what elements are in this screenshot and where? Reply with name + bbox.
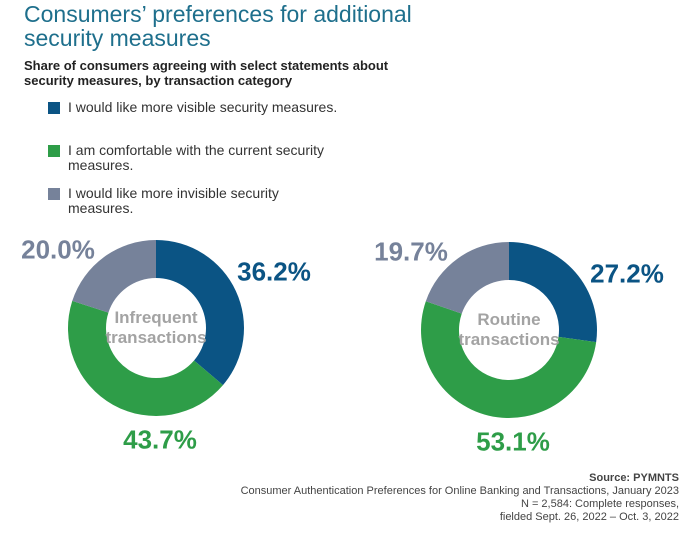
- value-label: 43.7%: [123, 424, 197, 455]
- source-line: N = 2,584: Complete responses,: [520, 498, 679, 510]
- value-label: 36.2%: [237, 256, 311, 287]
- value-label: 27.2%: [590, 258, 664, 289]
- center-label: Routine transactions: [458, 310, 560, 349]
- legend-swatch: [48, 145, 60, 157]
- donut-segment: [421, 301, 597, 419]
- donut-segment: [67, 300, 223, 416]
- source: Source: PYMNTS Consumer Authentication P…: [241, 472, 679, 524]
- legend-swatch: [48, 188, 60, 200]
- legend-item: I would like more invisible security mea…: [48, 186, 338, 216]
- legend-item: I am comfortable with the current securi…: [48, 143, 338, 173]
- value-label: 19.7%: [374, 236, 448, 267]
- source-line: fielded Sept. 26, 2022 – Oct. 3, 2022: [499, 511, 679, 523]
- donut-segment: [72, 240, 156, 313]
- donut-segment: [156, 240, 244, 386]
- legend-swatch: [48, 102, 60, 114]
- value-label: 53.1%: [476, 426, 550, 457]
- donut-segment: [509, 242, 597, 343]
- donut-segment: [425, 242, 509, 314]
- title: Consumers’ preferences for additional se…: [24, 1, 412, 51]
- value-label: 20.0%: [21, 234, 95, 265]
- source-heading: Source: PYMNTS: [589, 472, 679, 484]
- legend-item: I would like more visible security measu…: [48, 100, 338, 115]
- source-line: Consumer Authentication Preferences for …: [240, 485, 679, 497]
- subtitle: Share of consumers agreeing with select …: [24, 58, 389, 88]
- center-label: Infrequent transactions: [105, 308, 207, 347]
